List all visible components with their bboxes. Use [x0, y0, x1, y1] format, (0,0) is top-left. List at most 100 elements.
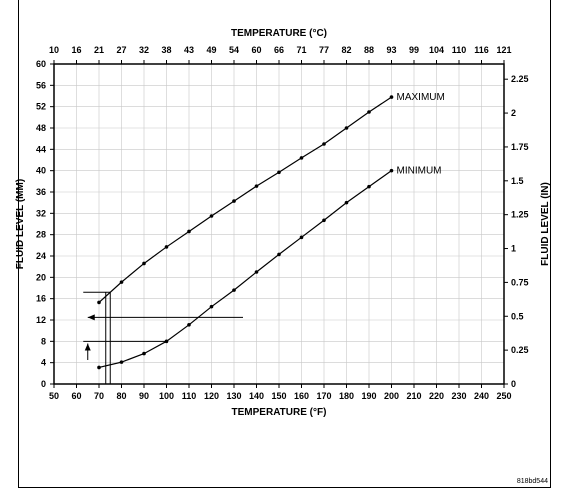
data-point — [277, 170, 281, 175]
y-tick-label: 32 — [36, 208, 46, 218]
x-tick-label: 70 — [94, 391, 104, 401]
data-point — [389, 168, 394, 173]
series-line-minimum — [98, 170, 392, 369]
data-point — [299, 156, 304, 160]
x-tick-label: 170 — [316, 391, 331, 401]
x-tick-label: 250 — [496, 391, 511, 401]
right-tick-label: 0.75 — [511, 277, 529, 287]
x-tick-label: 190 — [361, 391, 376, 401]
series-group: MAXIMUM MINIMUM — [97, 92, 445, 370]
y-axis-left-title: FLUID LEVEL (MM) — [15, 179, 26, 269]
y-axis-right-title: FLUID LEVEL (IN) — [540, 182, 551, 266]
data-point — [209, 304, 214, 309]
data-point — [367, 110, 371, 114]
top-tick-label: 60 — [251, 45, 261, 55]
series-label-maximum: MAXIMUM — [397, 92, 445, 103]
x-tick-label: 200 — [384, 391, 399, 401]
right-tick-label: 1.5 — [511, 176, 524, 186]
example-reading-lines — [83, 291, 243, 384]
top-tick-label: 49 — [206, 45, 216, 55]
top-tick-label: 121 — [496, 45, 511, 55]
top-tick-label: 10 — [49, 45, 59, 55]
x-tick-label: 130 — [226, 391, 241, 401]
series-label-minimum: MINIMUM — [397, 166, 442, 177]
right-tick-label: 1 — [511, 244, 516, 254]
axis-ticks: 5010601670218027903210038110431204913054… — [36, 45, 529, 401]
arrow-up-icon — [84, 343, 91, 351]
data-point — [97, 365, 101, 370]
data-point — [187, 323, 191, 327]
x-tick-label: 150 — [271, 391, 286, 401]
x-tick-label: 220 — [429, 391, 444, 401]
x-tick-label: 50 — [49, 391, 59, 401]
x-tick-label: 230 — [451, 391, 466, 401]
x-tick-label: 180 — [339, 391, 354, 401]
x-tick-label: 90 — [139, 391, 149, 401]
data-point — [322, 218, 326, 223]
data-point — [142, 261, 146, 266]
y-tick-label: 16 — [36, 294, 46, 304]
data-point — [119, 280, 124, 284]
x-tick-label: 60 — [71, 391, 81, 401]
x-tick-label: 140 — [249, 391, 264, 401]
right-tick-label: 1.25 — [511, 210, 529, 220]
y-tick-label: 0 — [41, 379, 46, 389]
grid — [53, 63, 505, 385]
right-tick-label: 0.5 — [511, 311, 524, 321]
top-tick-label: 32 — [139, 45, 149, 55]
data-point — [164, 245, 169, 249]
data-point — [232, 199, 236, 203]
top-tick-label: 77 — [319, 45, 329, 55]
top-tick-label: 99 — [409, 45, 419, 55]
data-point — [344, 126, 349, 130]
top-tick-label: 71 — [296, 45, 306, 55]
right-tick-label: 2.25 — [511, 74, 529, 84]
x-tick-label: 100 — [159, 391, 174, 401]
top-tick-label: 88 — [364, 45, 374, 55]
y-tick-label: 48 — [36, 123, 46, 133]
y-tick-label: 28 — [36, 230, 46, 240]
data-point — [187, 229, 191, 234]
figure-code: 818bd544 — [517, 478, 548, 485]
figure-frame — [18, 0, 551, 488]
x-tick-label: 110 — [182, 391, 197, 401]
top-tick-label: 116 — [474, 45, 489, 55]
y-tick-label: 52 — [36, 102, 46, 112]
right-tick-label: 0.25 — [511, 345, 529, 355]
data-point — [299, 235, 304, 240]
data-point — [232, 288, 236, 292]
y-tick-label: 60 — [36, 59, 46, 69]
data-point — [254, 184, 259, 188]
data-point — [97, 300, 101, 305]
x-tick-label: 120 — [204, 391, 219, 401]
top-tick-label: 104 — [429, 45, 444, 55]
y-tick-label: 56 — [36, 80, 46, 90]
y-tick-label: 44 — [36, 144, 46, 154]
y-tick-label: 20 — [36, 272, 46, 282]
y-tick-label: 8 — [41, 336, 46, 346]
data-point — [344, 200, 349, 205]
top-tick-label: 21 — [94, 45, 104, 55]
series-line-maximum — [98, 96, 392, 303]
y-tick-label: 12 — [36, 315, 46, 325]
top-tick-label: 66 — [274, 45, 284, 55]
x-tick-label: 80 — [116, 391, 126, 401]
right-tick-label: 2 — [511, 108, 516, 118]
data-point — [119, 360, 124, 364]
top-tick-label: 43 — [184, 45, 194, 55]
y-tick-label: 24 — [36, 251, 46, 261]
data-point — [209, 214, 214, 218]
arrow-left-icon — [87, 314, 95, 321]
top-axis-title: TEMPERATURE (°C) — [231, 28, 327, 39]
x-axis-title: TEMPERATURE (°F) — [232, 407, 327, 418]
top-tick-label: 93 — [386, 45, 396, 55]
data-point — [164, 339, 169, 344]
x-tick-label: 210 — [406, 391, 421, 401]
data-point — [277, 252, 281, 257]
x-tick-label: 160 — [294, 391, 309, 401]
data-point — [367, 184, 371, 189]
top-tick-label: 82 — [341, 45, 351, 55]
top-tick-label: 54 — [229, 45, 239, 55]
y-tick-label: 4 — [41, 358, 46, 368]
